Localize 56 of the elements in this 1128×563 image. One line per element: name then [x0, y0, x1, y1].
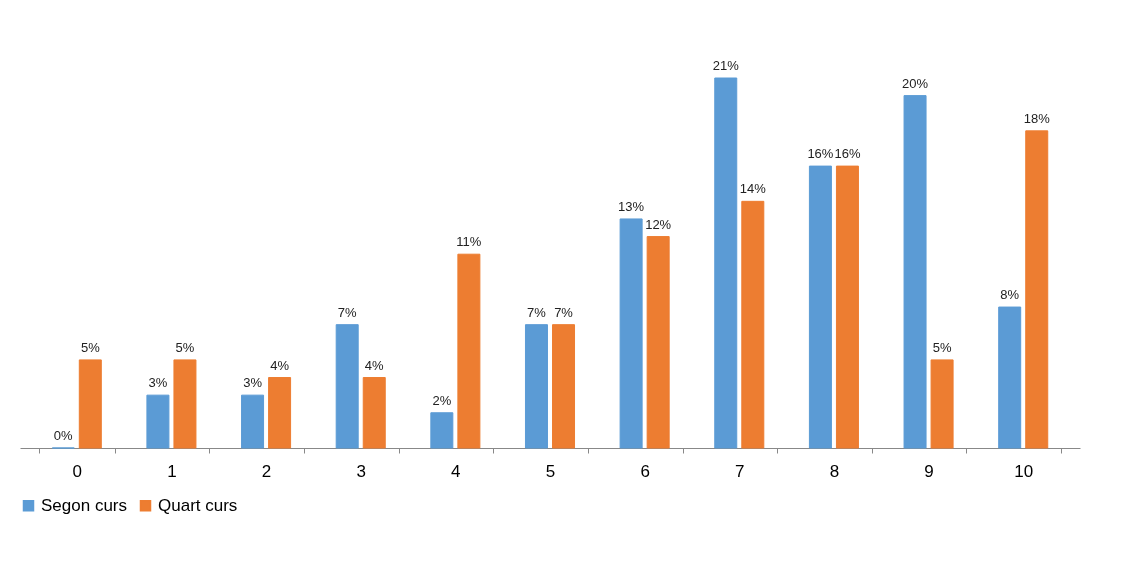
bar [335, 324, 359, 449]
bar [552, 324, 576, 449]
bar [268, 377, 292, 449]
data-label: 8% [1000, 287, 1020, 303]
data-label: 16% [807, 146, 834, 162]
x-tick-label: 2 [261, 461, 272, 481]
bar [808, 165, 832, 449]
bar [241, 394, 265, 449]
bar [619, 218, 643, 449]
bar [1025, 130, 1049, 449]
legend-label: Segon curs [41, 495, 127, 515]
data-label: 12% [645, 216, 672, 232]
data-label: 21% [712, 58, 740, 73]
data-label: 11% [456, 234, 482, 250]
data-label: 3% [148, 375, 168, 391]
data-label: 5% [932, 339, 952, 355]
data-label: 7% [527, 304, 547, 320]
data-label: 7% [554, 304, 574, 320]
bar [146, 394, 170, 449]
data-label: 14% [739, 181, 767, 197]
data-label: 7% [337, 304, 358, 320]
bar [903, 95, 927, 449]
data-label: 0% [53, 428, 74, 443]
data-label: 3% [243, 375, 263, 391]
x-tick-label: 5 [545, 461, 556, 481]
bar [173, 359, 197, 449]
x-tick-label: 7 [735, 461, 745, 481]
bar [362, 377, 386, 449]
x-tick-label: 0 [72, 461, 83, 481]
bar [741, 200, 765, 449]
bar [998, 306, 1022, 449]
x-tick-label: 3 [356, 461, 366, 481]
x-tick-label: 1 [167, 461, 177, 481]
data-label: 20% [902, 75, 929, 91]
data-label: 4% [364, 357, 385, 373]
legend-label: Quart curs [158, 495, 238, 515]
x-tick-label: 10 [1014, 461, 1034, 481]
x-tick-label: 4 [451, 461, 461, 481]
bar [524, 324, 548, 449]
bar [835, 165, 859, 449]
x-tick-label: 8 [829, 461, 840, 481]
bar [430, 412, 454, 449]
data-label: 2% [432, 392, 452, 408]
data-label: 18% [1023, 110, 1051, 126]
data-label: 13% [618, 198, 645, 214]
data-label: 5% [80, 339, 101, 355]
bar [457, 253, 481, 449]
data-label: 4% [270, 357, 290, 373]
data-label: 5% [175, 339, 195, 355]
bar [78, 359, 102, 449]
bar [930, 359, 954, 449]
x-tick-label: 9 [924, 461, 934, 481]
bar [646, 236, 670, 449]
data-label: 16% [834, 146, 861, 162]
bar [714, 77, 738, 449]
x-tick-label: 6 [640, 461, 650, 481]
